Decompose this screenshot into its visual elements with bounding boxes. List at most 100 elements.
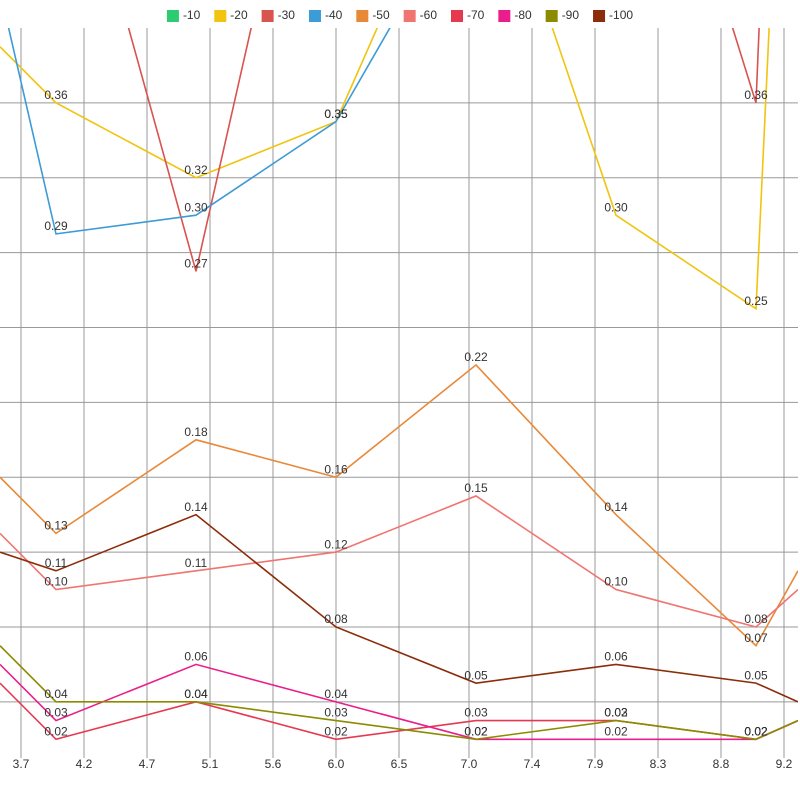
- x-tick-label: 8.3: [650, 757, 667, 771]
- data-label: 0.36: [44, 88, 68, 102]
- series-line: [0, 28, 770, 311]
- data-label: 0.25: [744, 294, 768, 308]
- data-label: 0.30: [184, 200, 208, 214]
- legend-swatch: [545, 10, 558, 22]
- data-label: 0.02: [464, 724, 488, 738]
- data-label: 0.35: [324, 107, 348, 121]
- x-tick-label: 5.6: [265, 757, 282, 771]
- x-tick-label: 4.2: [76, 757, 93, 771]
- data-label: 0.02: [744, 724, 768, 738]
- data-label: 0.05: [464, 668, 488, 682]
- data-label: 0.03: [324, 706, 348, 720]
- legend-label: -20: [230, 8, 248, 22]
- data-label: 0.04: [324, 687, 348, 701]
- data-label: 0.32: [184, 163, 208, 177]
- data-label: 0.03: [44, 706, 68, 720]
- legend-item: -40: [308, 8, 343, 22]
- legend-item: -80: [498, 8, 532, 22]
- x-tick-label: 6.0: [328, 757, 345, 771]
- x-tick-label: 6.5: [391, 757, 408, 771]
- data-label: 0.12: [324, 537, 348, 551]
- x-tick-label: 7.4: [524, 757, 541, 771]
- legend-item: -50: [356, 8, 390, 22]
- x-tick-label: 7.0: [461, 757, 478, 771]
- legend-swatch: [261, 10, 274, 22]
- legend-label: -60: [420, 8, 438, 22]
- data-label: 0.27: [184, 257, 208, 271]
- data-label: 0.10: [44, 575, 68, 589]
- x-tick-label: 4.7: [139, 757, 156, 771]
- data-label: 0.02: [464, 724, 488, 738]
- legend-label: -100: [609, 8, 633, 22]
- data-label: 0.16: [324, 462, 348, 476]
- x-tick-label: 5.1: [202, 757, 219, 771]
- data-labels: 0.360.320.350.300.250.270.360.290.300.35…: [44, 88, 768, 738]
- data-label: 0.22: [464, 350, 488, 364]
- data-label: 0.04: [184, 687, 208, 701]
- data-label: 0.02: [44, 724, 68, 738]
- legend-label: -90: [562, 8, 580, 22]
- data-label: 0.11: [45, 556, 68, 570]
- data-label: 0.02: [324, 724, 348, 738]
- data-label: 0.02: [604, 706, 628, 720]
- series-line: [7, 28, 391, 235]
- legend-label: -50: [372, 8, 390, 22]
- legend-swatch: [403, 10, 416, 22]
- data-label: 0.35: [324, 107, 348, 121]
- data-label: 0.18: [184, 425, 208, 439]
- series-line: [0, 363, 798, 647]
- data-label: 0.11: [185, 556, 208, 570]
- x-tick-label: 7.9: [587, 757, 604, 771]
- legend-swatch: [214, 10, 227, 22]
- legend-item: -90: [545, 8, 580, 22]
- legend-label: -30: [278, 8, 296, 22]
- legend-label: -10: [183, 8, 201, 22]
- data-label: 0.02: [744, 724, 768, 738]
- data-label: 0.02: [744, 724, 768, 738]
- legend-label: -80: [514, 8, 532, 22]
- data-label: 0.36: [744, 88, 768, 102]
- legend-label: -40: [325, 8, 343, 22]
- legend-label: -70: [467, 8, 485, 22]
- data-label: 0.13: [44, 519, 68, 533]
- data-label: 0.03: [464, 706, 488, 720]
- x-tick-label: 9.2: [776, 757, 793, 771]
- plot-lines: [0, 28, 798, 741]
- legend-swatch: [593, 10, 606, 22]
- legend-swatch: [356, 10, 369, 22]
- legend-item: -70: [451, 8, 485, 22]
- series-line: [0, 645, 798, 741]
- legend-swatch: [498, 10, 511, 22]
- legend-item: -10: [166, 8, 201, 22]
- legend-item: -30: [261, 8, 296, 22]
- data-label: 0.05: [744, 668, 768, 682]
- legend-swatch: [451, 10, 463, 22]
- legend-item: -20: [214, 8, 248, 22]
- x-tick-label: 8.8: [713, 757, 730, 771]
- data-label: 0.06: [604, 650, 628, 664]
- legend-swatch: [308, 10, 321, 22]
- data-label: 0.10: [604, 575, 628, 589]
- grid: 3.7 4.2 4.7 5.1 5.6 6.0 6.5 7.0 7.4 7.9 8.3 8.8 9.2: [0, 28, 798, 771]
- data-label: 0.04: [184, 687, 208, 701]
- series-line: [0, 663, 798, 741]
- data-label: 0.08: [744, 612, 768, 626]
- legend-item: -100: [593, 8, 633, 22]
- data-label: 0.15: [464, 481, 488, 495]
- series-line: [0, 513, 798, 703]
- data-label: 0.14: [184, 500, 208, 514]
- data-label: 0.02: [604, 724, 628, 738]
- data-label: 0.06: [184, 650, 208, 664]
- data-label: 0.29: [44, 219, 68, 233]
- data-label: 0.08: [324, 612, 348, 626]
- data-label: 0.04: [44, 687, 68, 701]
- series-line: [0, 495, 798, 628]
- x-tick-label: 3.7: [13, 757, 30, 771]
- legend-swatch: [166, 10, 179, 22]
- series-line: [127, 28, 760, 272]
- legend: -10 -20 -30 -40 -50 -60 -70 -80 -90 -100: [166, 8, 633, 22]
- data-label: 0.30: [604, 200, 628, 214]
- data-label: 0.03: [604, 706, 628, 720]
